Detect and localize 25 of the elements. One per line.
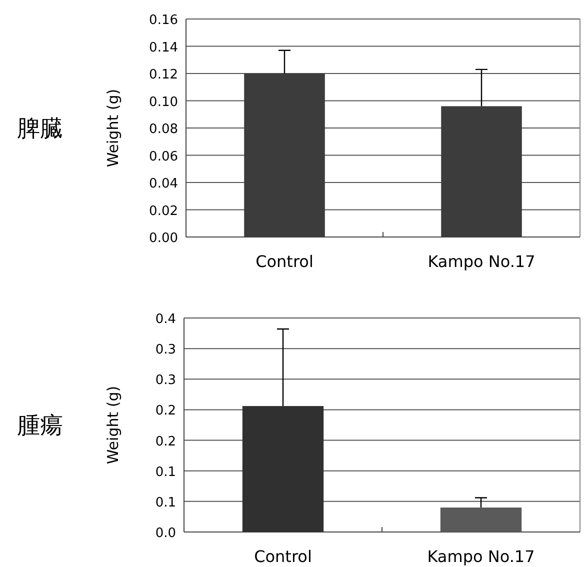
- y-tick-label: 0.08: [149, 122, 178, 137]
- y-tick-label: 0.3: [155, 342, 176, 358]
- y-tick-label: 0.14: [149, 40, 178, 56]
- y-tick-label: 0.00: [149, 231, 178, 246]
- y-tick-label: 0.12: [149, 68, 178, 82]
- y-tick-label: 0.1: [155, 495, 176, 510]
- y-axis-title: Weight (g): [104, 88, 122, 168]
- y-tick-label: 0.2: [155, 404, 176, 419]
- y-tick-label: 0.2: [155, 434, 176, 450]
- y-tick-label: 0.04: [149, 176, 178, 192]
- x-tick-label: Control: [256, 252, 314, 271]
- y-tick-label: 0.06: [149, 149, 178, 164]
- y-tick-label: 0.16: [149, 13, 178, 28]
- y-tick-label: 0.1: [155, 464, 176, 480]
- y-axis-title: Weight (g): [104, 386, 122, 464]
- y-tick-label: 0.0: [155, 526, 176, 541]
- text: 腫瘍: [17, 413, 63, 439]
- x-tick-label: Control: [254, 547, 312, 566]
- text: 脾臓: [17, 116, 63, 142]
- y-tick-label: 0.3: [155, 373, 176, 388]
- y-tick-label: 0.10: [149, 94, 178, 110]
- x-tick-label: Kampo No.17: [427, 547, 535, 566]
- x-tick-label: Kampo No.17: [428, 252, 536, 271]
- y-tick-label: 0.4: [155, 312, 176, 327]
- y-tick-label: 0.02: [149, 204, 178, 219]
